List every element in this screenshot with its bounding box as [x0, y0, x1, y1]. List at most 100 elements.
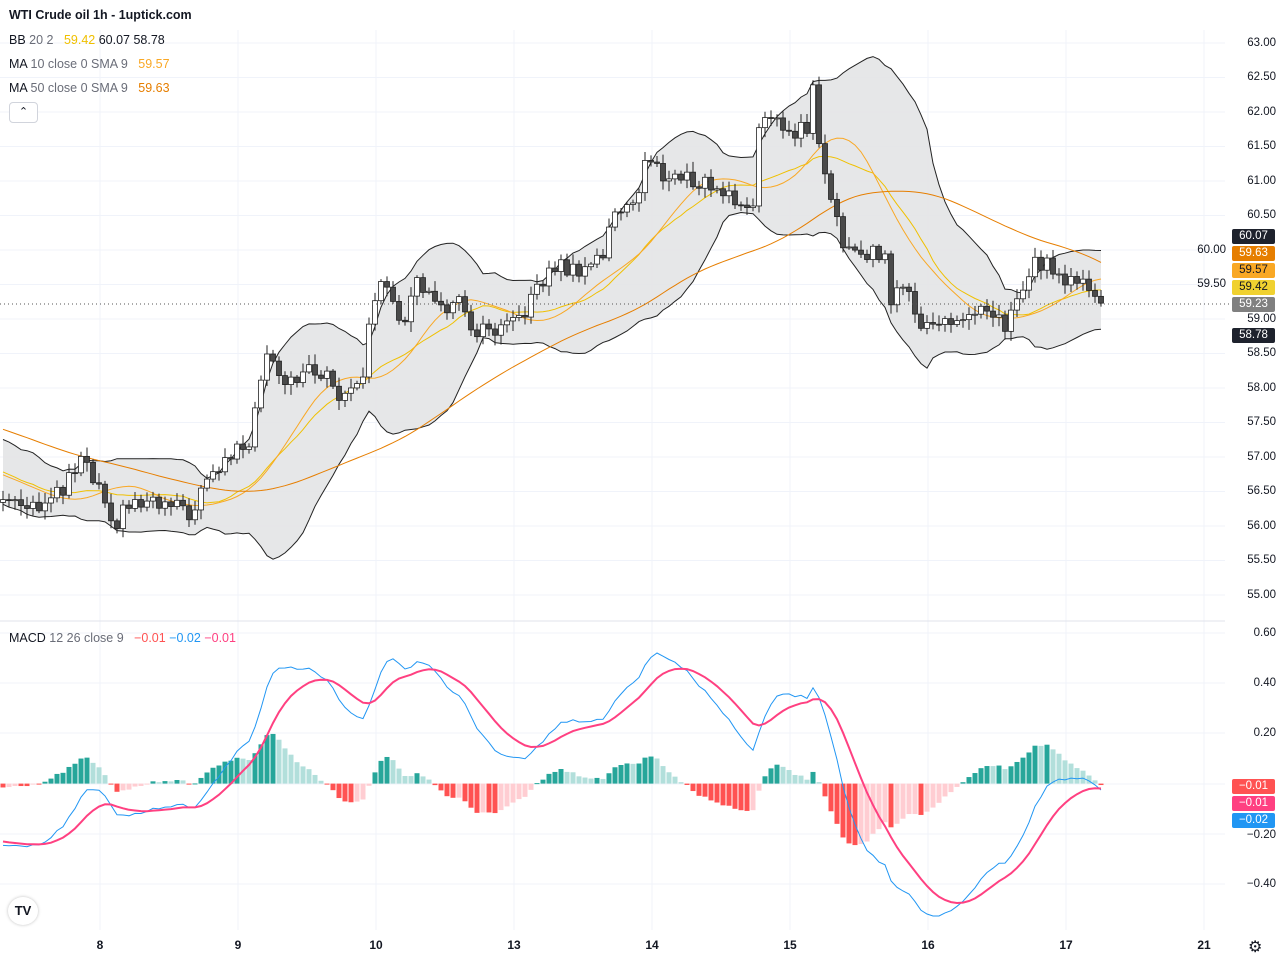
- macd-badge: −0.01: [1232, 796, 1275, 811]
- chart-title: WTI Crude oil 1h - 1uptick.com: [9, 8, 192, 22]
- legend-bb[interactable]: BB 20 2 59.42 60.07 58.78: [9, 33, 165, 47]
- macd-histogram-bar: [390, 760, 396, 784]
- candle: [504, 313, 510, 333]
- price-tick-label: 59.50: [1197, 278, 1226, 290]
- candle: [438, 292, 444, 312]
- time-label: 10: [369, 938, 383, 952]
- candle-body: [990, 310, 996, 318]
- macd-histogram-bar: [690, 783, 696, 792]
- candle-body: [156, 496, 162, 509]
- collapse-legend-button[interactable]: ⌃: [9, 102, 38, 123]
- macd-histogram-bar: [588, 778, 594, 784]
- macd-histogram-bar: [180, 780, 186, 784]
- macd-histogram-bar: [156, 782, 162, 784]
- candle: [876, 244, 882, 263]
- macd-histogram-bar: [540, 779, 546, 784]
- macd-histogram-bar: [996, 765, 1002, 784]
- macd-histogram-bar: [300, 766, 306, 784]
- candle-body: [1068, 276, 1074, 286]
- macd-histogram-bar: [660, 766, 666, 784]
- macd-histogram-bar: [630, 763, 636, 784]
- candle-body: [780, 117, 786, 131]
- candle-body: [282, 375, 288, 385]
- candle: [708, 169, 714, 198]
- tradingview-logo[interactable]: TV: [8, 897, 38, 925]
- macd-histogram-bar: [438, 783, 444, 791]
- macd-histogram-bar: [426, 779, 432, 784]
- candle: [516, 305, 522, 322]
- macd-histogram-bar: [678, 782, 684, 784]
- ma50-line: [2, 190, 1102, 492]
- price-tick-label: 56.00: [1247, 520, 1276, 532]
- candle-body: [774, 117, 780, 120]
- gear-icon[interactable]: ⚙: [1248, 939, 1263, 956]
- candle-body: [1044, 257, 1050, 271]
- candle-body: [180, 499, 186, 507]
- candle-body: [210, 471, 216, 480]
- candle-body: [168, 501, 174, 507]
- candle: [252, 401, 258, 452]
- candle: [306, 355, 312, 375]
- candle: [426, 287, 432, 295]
- candle: [258, 375, 264, 413]
- candle-body: [486, 323, 492, 330]
- candle-body: [474, 329, 480, 338]
- candle: [774, 114, 780, 127]
- candle-body: [708, 176, 714, 191]
- macd-histogram-bar: [384, 756, 390, 784]
- candle-body: [738, 204, 744, 207]
- macd-histogram-bar: [444, 783, 450, 797]
- bollinger-band-fill: [3, 56, 1101, 560]
- legend-ma10[interactable]: MA 10 close 0 SMA 9 59.57: [9, 57, 170, 71]
- candle-body: [924, 322, 930, 329]
- candle-body: [366, 323, 372, 378]
- candle-body: [846, 246, 852, 249]
- candle: [210, 464, 216, 483]
- candle-body: [126, 504, 132, 509]
- candle: [714, 185, 720, 194]
- candle: [954, 315, 960, 327]
- candle-body: [1080, 278, 1086, 284]
- legend-ma50[interactable]: MA 50 close 0 SMA 9 59.63: [9, 81, 170, 95]
- candle: [660, 154, 666, 190]
- macd-histogram-bar: [756, 783, 762, 791]
- candle-body: [426, 290, 432, 293]
- candle-body: [96, 482, 102, 485]
- candle: [36, 492, 42, 514]
- macd-histogram-bar: [1044, 744, 1050, 784]
- macd-histogram-bar: [930, 783, 936, 808]
- macd-histogram-bar: [492, 783, 498, 814]
- candle-body: [546, 267, 552, 287]
- candle: [408, 287, 414, 332]
- candle: [600, 249, 606, 261]
- candle-body: [234, 443, 240, 460]
- macd-histogram-bar: [966, 777, 972, 784]
- candle-body: [438, 300, 444, 306]
- macd-histogram-bar: [624, 763, 630, 784]
- candle-body: [768, 117, 774, 119]
- candle-body: [360, 376, 366, 384]
- price-tick-label: 60.50: [1247, 209, 1276, 221]
- macd-histogram-bar: [120, 783, 126, 791]
- candle-body: [78, 455, 84, 474]
- candle: [528, 286, 534, 324]
- macd-histogram-bar: [474, 783, 480, 813]
- candle-body: [870, 245, 876, 260]
- candle-body: [102, 483, 108, 504]
- candle-body: [624, 204, 630, 213]
- macd-histogram-bar: [324, 783, 330, 785]
- candle-body: [354, 383, 360, 389]
- macd-histogram-bar: [480, 783, 486, 813]
- macd-histogram-bar: [846, 783, 852, 844]
- macd-histogram-bar: [84, 757, 90, 784]
- macd-histogram-bar: [306, 769, 312, 784]
- candle: [702, 173, 708, 198]
- macd-histogram-bar: [132, 783, 138, 787]
- candle: [918, 306, 924, 332]
- candle: [420, 273, 426, 298]
- macd-histogram-bar: [702, 783, 708, 797]
- candle: [828, 170, 834, 203]
- candle-body: [1026, 276, 1032, 291]
- legend-macd[interactable]: MACD 12 26 close 9 −0.01 −0.02 −0.01: [9, 631, 236, 645]
